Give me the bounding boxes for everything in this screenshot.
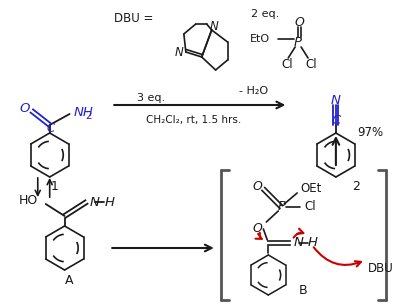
Text: N: N — [331, 94, 341, 106]
Text: C: C — [46, 123, 55, 136]
Text: N: N — [174, 46, 183, 58]
Text: Cl: Cl — [305, 57, 317, 71]
Text: Cl: Cl — [304, 201, 316, 213]
Text: B: B — [299, 284, 308, 296]
Text: P: P — [277, 201, 285, 213]
Text: EtO: EtO — [250, 34, 270, 44]
Text: 2: 2 — [86, 111, 92, 121]
Text: H: H — [104, 195, 114, 209]
Text: HO: HO — [18, 194, 38, 206]
Text: 2 eq.: 2 eq. — [252, 9, 280, 19]
Text: - H₂O: - H₂O — [239, 86, 268, 96]
Text: 1: 1 — [51, 181, 58, 194]
Text: H: H — [308, 237, 318, 250]
Text: N: N — [209, 19, 218, 33]
Text: CH₂Cl₂, rt, 1.5 hrs.: CH₂Cl₂, rt, 1.5 hrs. — [146, 115, 242, 125]
Text: N: N — [90, 195, 99, 209]
Text: 97%: 97% — [358, 126, 384, 140]
Text: C: C — [331, 113, 340, 126]
Text: DBU =: DBU = — [114, 12, 154, 25]
Text: Cl: Cl — [281, 57, 293, 71]
Text: O: O — [252, 179, 262, 192]
Text: A: A — [65, 274, 74, 286]
Text: NH: NH — [74, 105, 94, 119]
Text: OEt: OEt — [300, 181, 322, 195]
Text: O: O — [20, 102, 30, 116]
Text: O: O — [294, 16, 304, 29]
Text: P: P — [294, 36, 302, 49]
Text: N: N — [293, 237, 303, 250]
Text: 3 eq.: 3 eq. — [137, 93, 165, 103]
Text: 2: 2 — [352, 181, 360, 194]
Text: DBU: DBU — [368, 261, 394, 275]
Text: O: O — [252, 222, 262, 234]
